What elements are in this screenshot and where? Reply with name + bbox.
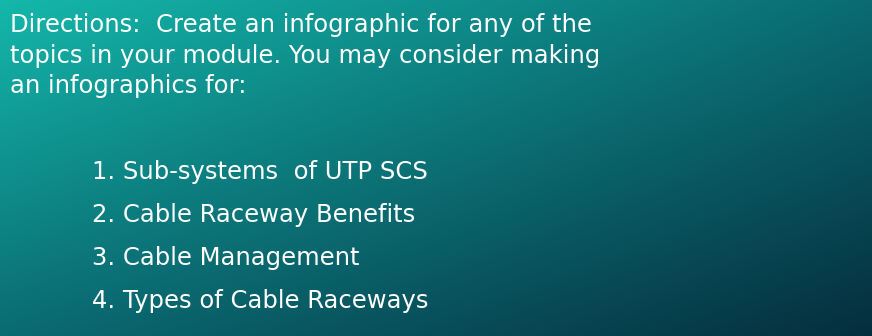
Text: 3. Cable Management: 3. Cable Management xyxy=(92,246,359,269)
Text: 2. Cable Raceway Benefits: 2. Cable Raceway Benefits xyxy=(92,203,415,226)
Text: 1. Sub-systems  of UTP SCS: 1. Sub-systems of UTP SCS xyxy=(92,160,427,183)
Text: Directions:  Create an infographic for any of the
topics in your module. You may: Directions: Create an infographic for an… xyxy=(10,13,601,97)
Text: 4. Types of Cable Raceways: 4. Types of Cable Raceways xyxy=(92,289,428,312)
